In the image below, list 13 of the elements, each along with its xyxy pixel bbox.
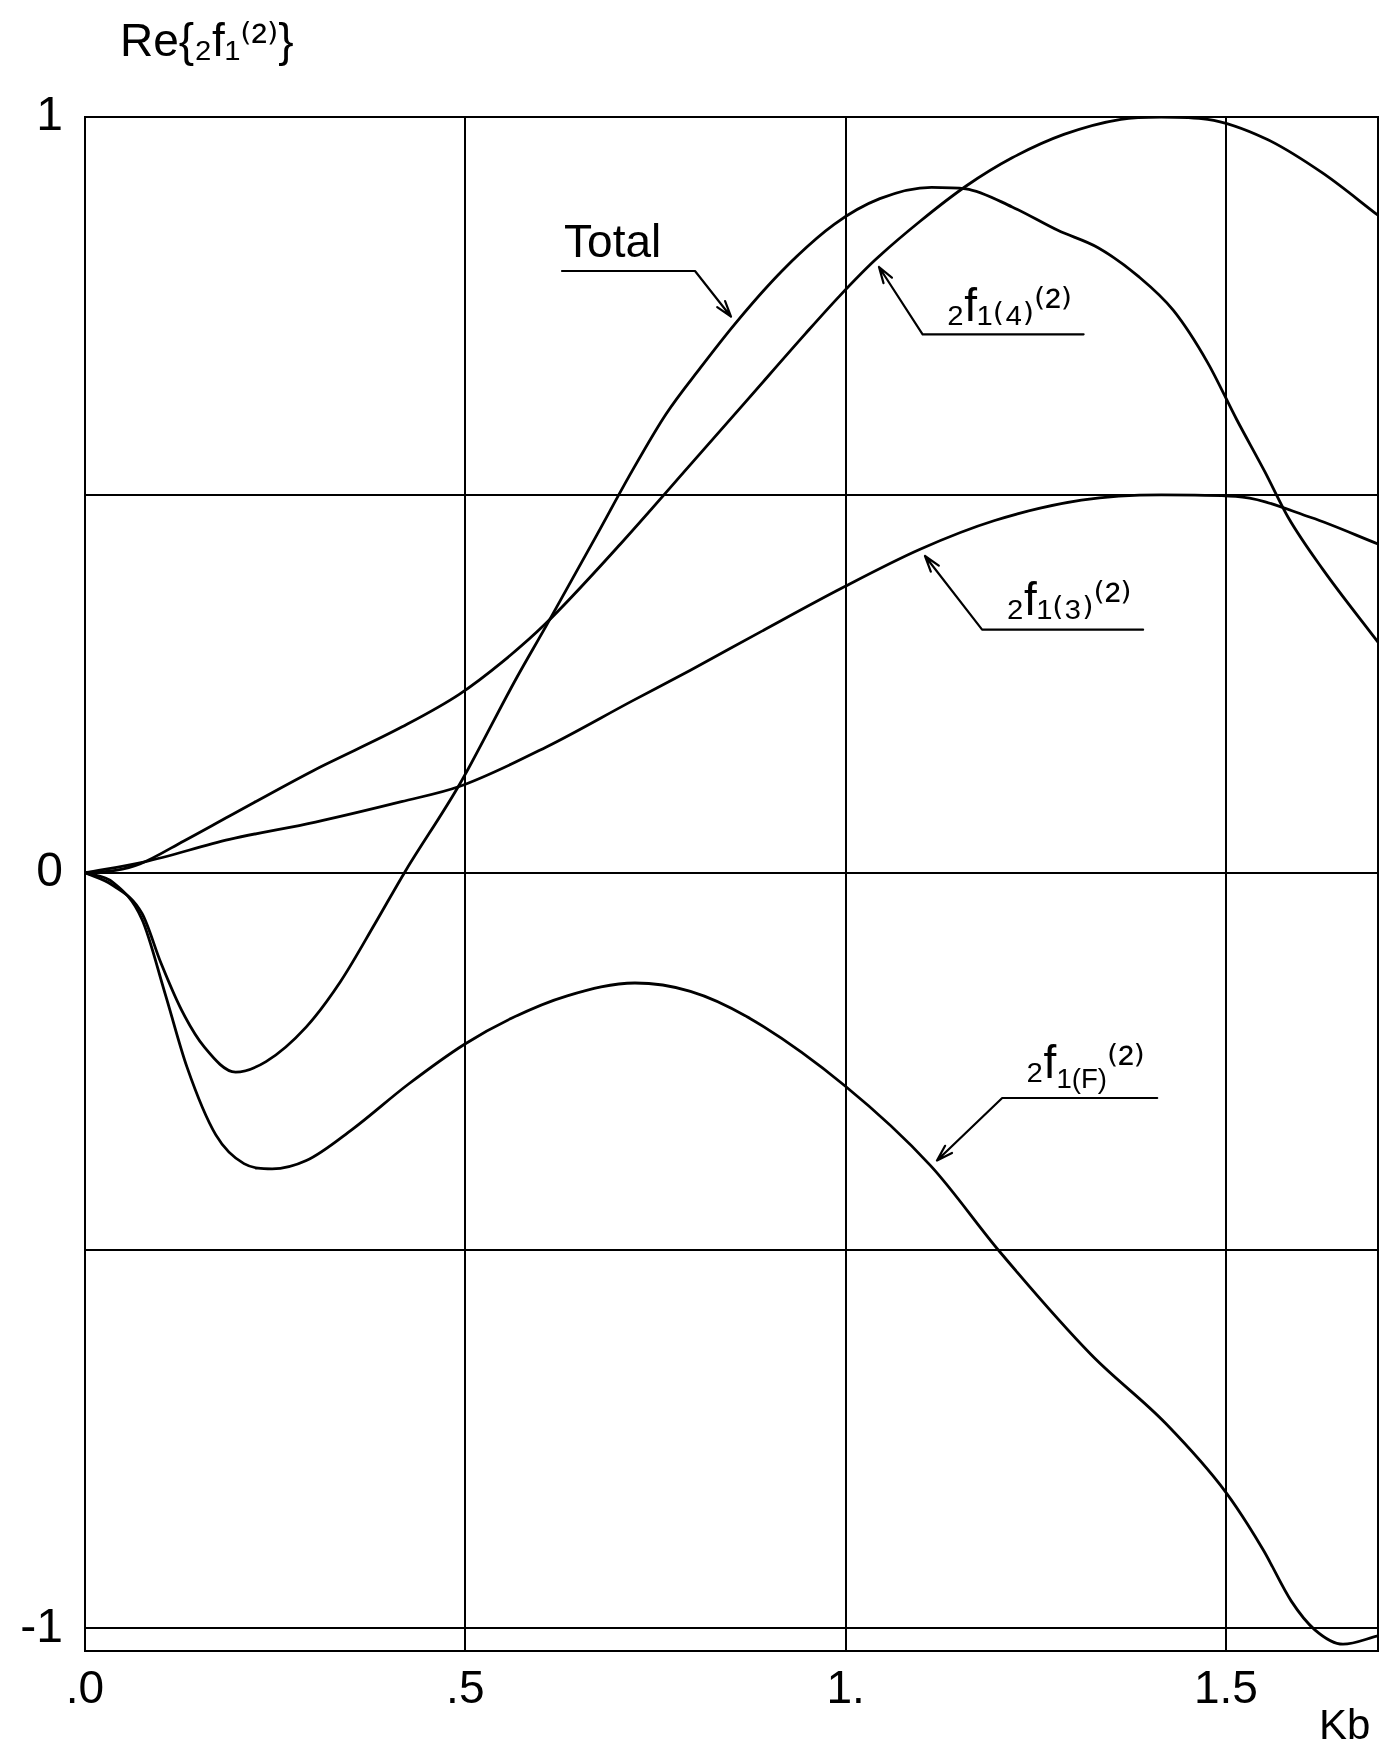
x-tick-label: .0 bbox=[65, 1661, 105, 1714]
x-axis-title: Kb bbox=[1319, 1701, 1371, 1739]
y-tick-label: -1 bbox=[20, 1598, 63, 1652]
x-tick-label: 1. bbox=[826, 1661, 865, 1714]
x-tick-label: 1.5 bbox=[1193, 1661, 1258, 1714]
y-axis-title: Re{₂f₁⁽²⁾} bbox=[120, 14, 294, 67]
legend-label: ₂f₁₍₄₎⁽²⁾ bbox=[946, 278, 1072, 332]
text: ₂f$_{1(F)}$⁽²⁾ bbox=[1025, 1035, 1145, 1095]
text: Total bbox=[564, 214, 662, 268]
y-tick-label: 1 bbox=[36, 87, 63, 141]
y-tick-label: 0 bbox=[36, 842, 63, 896]
series-label: ₂f₁₍₃₎⁽²⁾ bbox=[1006, 573, 1132, 627]
x-tick-label: .5 bbox=[446, 1661, 485, 1714]
